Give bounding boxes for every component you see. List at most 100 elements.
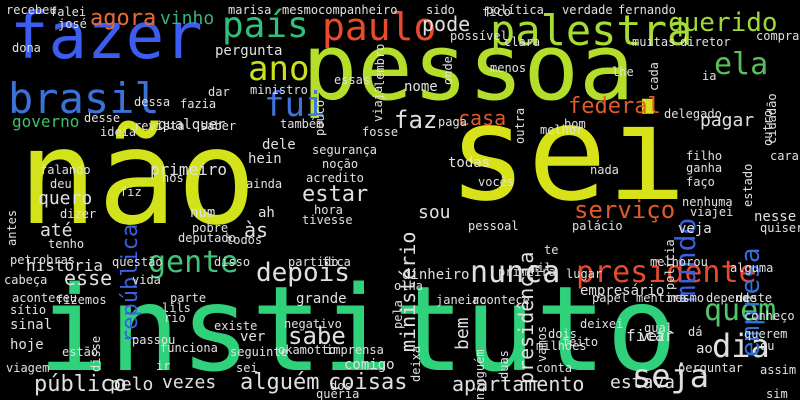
word-menos: menos: [490, 61, 527, 75]
word-comigo: comigo: [344, 357, 395, 373]
word-saber: saber: [200, 119, 237, 133]
word-deixa: deixa: [409, 345, 423, 382]
word-fernando: fernando: [618, 3, 676, 17]
word-sido: sido: [426, 3, 455, 17]
word-estado: estado: [741, 163, 755, 208]
word-seguinte: seguinte: [230, 345, 288, 359]
word-paulo: paulo: [322, 5, 437, 49]
word-veja: veja: [678, 221, 712, 237]
word-fico: fico: [482, 5, 511, 19]
word-vamos: vamos: [535, 325, 549, 362]
word-conta: conta: [536, 361, 573, 375]
word-tivesse: tivesse: [302, 213, 353, 227]
word-lhe: lhe: [612, 65, 634, 79]
word-ideia: ideia: [100, 125, 137, 139]
word-te: te: [544, 243, 559, 257]
word-primeiro: primeiro: [150, 160, 228, 179]
word-milhoes: milhões: [536, 339, 587, 353]
word-alguem: alguém: [240, 370, 320, 395]
word-duas: duas: [497, 349, 511, 379]
word-okamotto: okamotto: [278, 343, 336, 357]
word-possivel: possível: [450, 29, 508, 43]
word-ministro: ministro: [250, 83, 308, 97]
word-disso: disso: [214, 255, 251, 269]
word-deputado: deputado: [178, 231, 236, 245]
word-conheco: conheço: [744, 309, 795, 323]
word-sou: sou: [418, 202, 451, 223]
word-empresario: empresário: [580, 283, 665, 299]
word-quero: quero: [38, 188, 93, 209]
word-depende: depende: [706, 291, 757, 305]
word-brasil: brasil: [8, 74, 160, 123]
word-nada: nada: [590, 163, 619, 177]
word-antes: antes: [5, 209, 19, 246]
word-aconteceu: aconteceu: [12, 291, 78, 305]
word-fica: fica: [322, 255, 351, 269]
word-agora: agora: [90, 6, 157, 31]
word-dia: dia: [712, 327, 770, 365]
word-bom: bom: [564, 117, 586, 131]
word-filho: filho: [686, 149, 723, 163]
word-todos: todos: [226, 233, 263, 247]
word-onde: onde: [441, 55, 455, 85]
word-marisa: marisa: [228, 3, 272, 17]
word-da: dá: [688, 325, 703, 339]
word-primeira: primeira: [498, 265, 556, 279]
word-nos: nos: [162, 171, 184, 185]
word-federal: federal: [568, 94, 661, 119]
word-faz: faz: [394, 106, 438, 134]
word-melhor: melhor: [540, 123, 584, 137]
word-janeiro: janeiro: [436, 293, 487, 307]
word-funciona: funciona: [160, 341, 218, 355]
word-depois: depois: [256, 258, 350, 288]
word-dizer: dizer: [60, 207, 97, 221]
word-hein: hein: [248, 151, 282, 167]
word-essas: essas: [334, 73, 371, 87]
word-deu: deu: [50, 177, 72, 191]
word-pessoa: pessoa: [302, 14, 635, 121]
word-pobre: pobre: [192, 221, 229, 235]
word-fazia: fazia: [180, 97, 217, 111]
word-cabeca: cabeça: [4, 273, 48, 287]
word-nocao: noção: [322, 157, 359, 171]
word-cada: cada: [647, 61, 661, 91]
word-fizemos: fizemos: [56, 293, 107, 307]
word-assim: assim: [760, 363, 797, 377]
word-casa: casa: [458, 106, 507, 130]
word-ir: ir: [156, 359, 171, 373]
word-mesmo: mesmo: [668, 291, 705, 305]
word-sei: sei: [236, 361, 258, 375]
word-recebeu: recebeu: [6, 3, 57, 17]
word-vinho: vinho: [160, 8, 215, 29]
word-dar: dar: [208, 85, 230, 99]
word-num: num: [190, 205, 216, 221]
word-sim: sim: [766, 387, 788, 400]
word-esse: esse: [64, 266, 113, 290]
word-negativo: negativo: [284, 317, 342, 331]
word-historia: história: [26, 256, 104, 275]
word-presidente: presidente: [576, 255, 757, 290]
word-pagar: pagar: [700, 110, 755, 131]
word-apartamento: apartamento: [452, 372, 585, 396]
word-pelo: pelo: [110, 374, 154, 395]
word-fosse: fosse: [362, 125, 399, 139]
word-outra: outra: [513, 107, 527, 144]
word-pessoal: pessoal: [468, 219, 519, 233]
word-palacio: palácio: [572, 219, 623, 233]
word-revista: revista: [134, 119, 185, 133]
word-pais: país: [222, 5, 309, 46]
word-nesse: nesse: [754, 209, 797, 225]
word-petrobras: petrobras: [10, 253, 76, 267]
word-nunca: nunca: [470, 255, 561, 290]
word-diretor: diretor: [680, 35, 731, 49]
word-pouco: pouco: [313, 99, 327, 136]
word-sitio: sítio: [10, 303, 47, 317]
word-querido: querido: [668, 8, 778, 38]
word-bem: bem: [452, 317, 473, 351]
word-ou: ou: [760, 339, 775, 353]
word-paga: paga: [438, 115, 467, 129]
word-lembro: lembro: [373, 43, 387, 88]
word-coisas: coisas: [328, 370, 408, 395]
word-ela: ela: [714, 47, 769, 82]
word-estava: estava: [610, 372, 676, 393]
